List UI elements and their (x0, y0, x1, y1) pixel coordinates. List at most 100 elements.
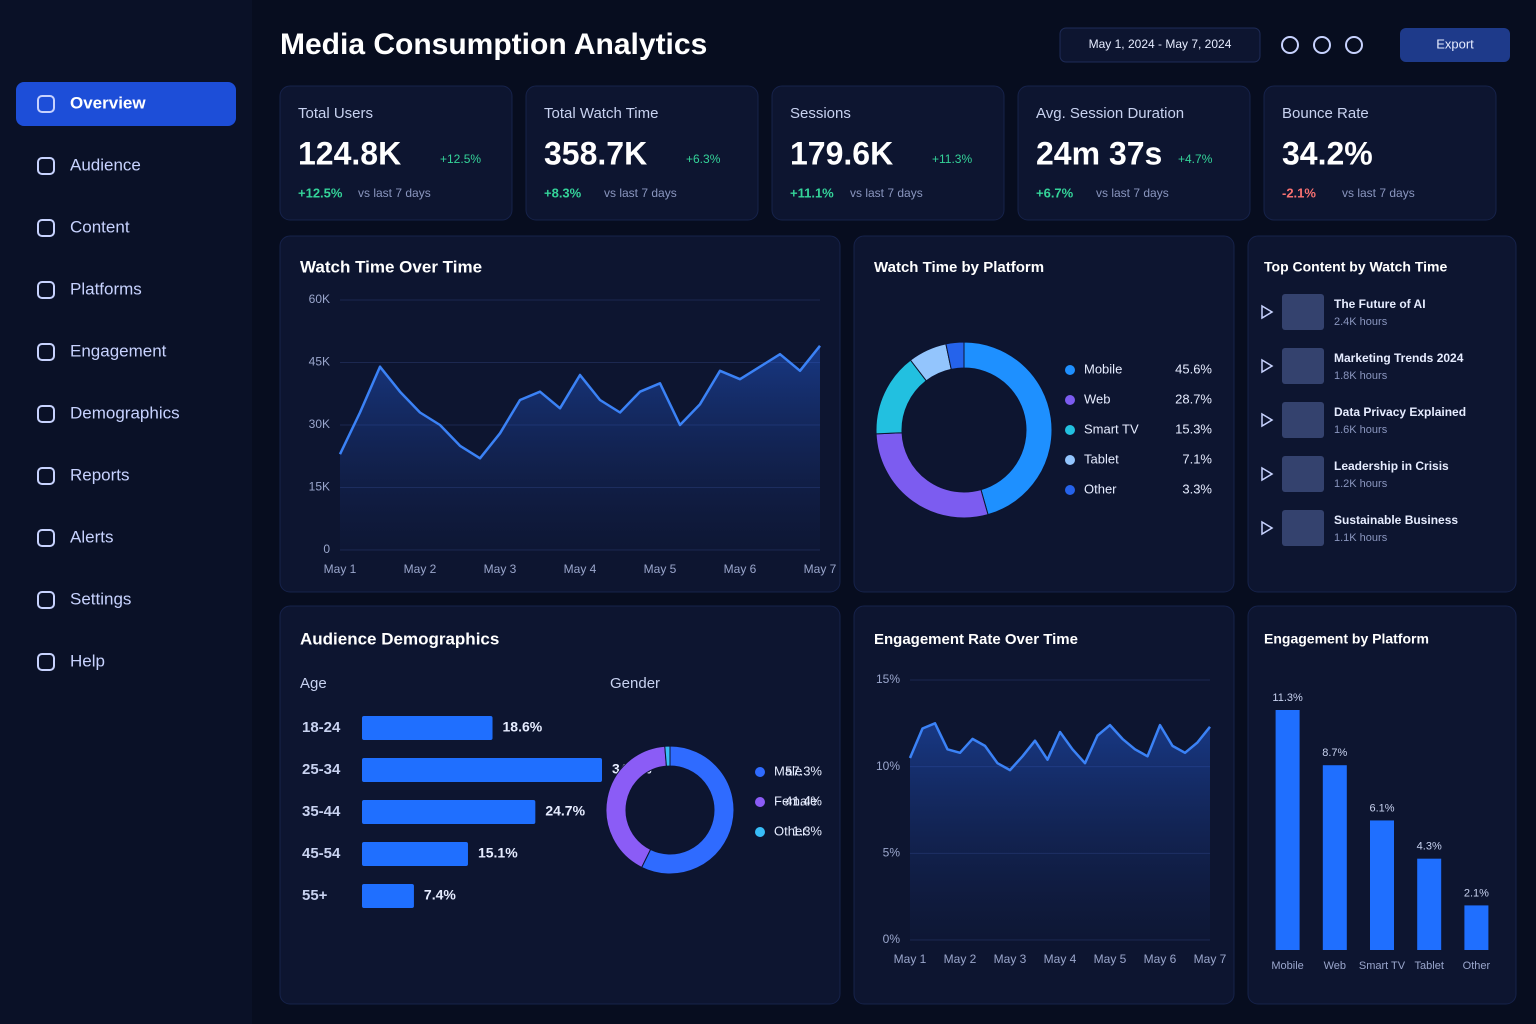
kpi-change: +8.3% (544, 185, 582, 200)
kpi-label: Bounce Rate (1282, 105, 1369, 122)
y-tick-label: 15% (876, 672, 900, 686)
kpi-label: Total Users (298, 105, 373, 122)
donut-slice (664, 745, 671, 767)
bar (362, 884, 414, 908)
nav-item[interactable]: Platforms (70, 279, 142, 298)
nav-item[interactable]: Content (70, 217, 130, 236)
x-tick-label: Mobile (1271, 960, 1303, 972)
y-tick-label: 15K (309, 480, 330, 494)
header-icon[interactable] (1345, 36, 1363, 54)
donut-slice (640, 745, 735, 875)
legend-swatch (1065, 395, 1075, 405)
panel-title: Watch Time by Platform (874, 259, 1044, 276)
x-tick-label: May 2 (404, 562, 437, 576)
bar (1370, 820, 1394, 950)
data-label: 8.7% (1322, 747, 1347, 759)
nav-icon (37, 529, 55, 547)
y-tick-label: 30K (309, 417, 330, 431)
header-icon[interactable] (1281, 36, 1299, 54)
nav-icon (37, 405, 55, 423)
x-tick-label: May 7 (1194, 952, 1227, 966)
content-hours: 1.2K hours (1334, 478, 1388, 490)
chart-title: Age (300, 675, 327, 692)
panel-title: Engagement Rate Over Time (874, 631, 1078, 648)
legend-label: Web (1084, 391, 1111, 406)
nav-item[interactable]: Help (70, 651, 105, 670)
content-title[interactable]: Leadership in Crisis (1334, 459, 1449, 473)
legend-swatch (755, 767, 765, 777)
nav-item[interactable]: Alerts (70, 527, 113, 546)
content-title[interactable]: Sustainable Business (1334, 513, 1458, 527)
kpi-compare: vs last 7 days (1096, 186, 1169, 200)
x-tick-label: May 6 (724, 562, 757, 576)
chart-title: Gender (610, 675, 660, 692)
nav-icon (37, 343, 55, 361)
content-hours: 1.1K hours (1334, 532, 1388, 544)
content-hours: 2.4K hours (1334, 316, 1388, 328)
play-icon (1261, 466, 1274, 482)
category-label: 18-24 (302, 719, 341, 736)
kpi-badge: +12.5% (440, 152, 481, 166)
panel-title: Engagement by Platform (1264, 631, 1429, 647)
content-title[interactable]: Data Privacy Explained (1334, 405, 1466, 419)
export-button[interactable] (1400, 28, 1510, 62)
nav-item[interactable]: Engagement (70, 341, 167, 360)
legend-label: Male (774, 763, 802, 778)
line-series (908, 722, 1211, 772)
kpi-label: Total Watch Time (544, 105, 658, 122)
kpi-compare: vs last 7 days (604, 186, 677, 200)
data-label: 4.3% (1417, 841, 1442, 853)
export-label[interactable]: Export (1436, 36, 1474, 51)
nav-icon (37, 467, 55, 485)
nav-item[interactable]: Audience (70, 155, 141, 174)
kpi-compare: vs last 7 days (358, 186, 431, 200)
kpi-change: +6.7% (1036, 185, 1074, 200)
play-icon (1261, 304, 1274, 320)
data-label: 1.3% (792, 823, 822, 838)
content-title[interactable]: Marketing Trends 2024 (1334, 351, 1464, 365)
legend-swatch (1065, 425, 1075, 435)
kpi-label: Sessions (790, 105, 851, 122)
kpi-change: +11.1% (790, 185, 834, 200)
x-tick-label: Other (1463, 960, 1491, 972)
data-label: 18.6% (503, 719, 543, 735)
content-title[interactable]: The Future of AI (1334, 297, 1426, 311)
data-label: 15.1% (478, 845, 518, 861)
nav-item[interactable]: Reports (70, 465, 130, 484)
data-label: 11.3% (1272, 692, 1303, 704)
panel-title: Watch Time Over Time (300, 257, 482, 276)
x-tick-label: May 6 (1144, 952, 1177, 966)
nav-icon (37, 281, 55, 299)
legend-swatch (755, 797, 765, 807)
x-tick-label: May 1 (324, 562, 357, 576)
kpi-compare: vs last 7 days (850, 186, 923, 200)
data-label: 28.7% (1175, 391, 1212, 406)
kpi-value: 24m 37s (1036, 135, 1162, 171)
data-label: 15.3% (1175, 421, 1212, 436)
donut-slice (945, 341, 965, 370)
bar (1322, 765, 1347, 950)
category-label: 45-54 (302, 845, 341, 862)
date-range[interactable]: May 1, 2024 - May 7, 2024 (1089, 37, 1232, 51)
kpi-value: 124.8K (298, 135, 401, 171)
x-tick-label: Tablet (1415, 960, 1444, 972)
kpi-value: 34.2% (1282, 135, 1373, 171)
x-tick-label: May 3 (484, 562, 517, 576)
bar (1464, 905, 1489, 950)
bar (362, 842, 468, 866)
content-hours: 1.6K hours (1334, 424, 1388, 436)
date-range-box[interactable] (1059, 27, 1261, 63)
play-icon (1261, 412, 1274, 428)
panel-title: Audience Demographics (300, 629, 499, 648)
x-tick-label: Smart TV (1359, 960, 1406, 972)
nav-item[interactable]: Demographics (70, 403, 180, 422)
panel (771, 85, 1005, 221)
nav-item[interactable]: Overview (70, 93, 146, 112)
x-tick-label: May 4 (564, 562, 597, 576)
nav-item[interactable]: Settings (70, 589, 131, 608)
y-tick-label: 5% (883, 846, 901, 860)
thumbnail (1282, 294, 1324, 330)
header-icon[interactable] (1313, 36, 1331, 54)
